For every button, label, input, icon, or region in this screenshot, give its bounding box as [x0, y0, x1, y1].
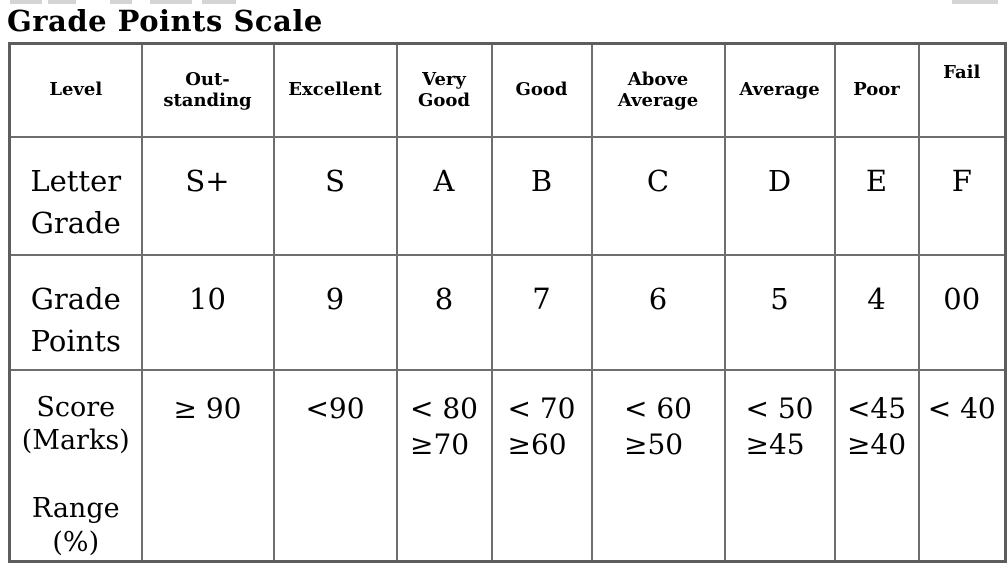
grade-points-value: 4: [833, 253, 920, 371]
header-cell-outstanding: Out- standing: [140, 42, 275, 138]
letter-grade-value: D: [723, 135, 836, 256]
header-cell-average: Average: [723, 42, 836, 138]
row-label-grade-points: Grade Points: [8, 253, 143, 371]
header-cell-level: Level: [8, 42, 143, 138]
score-range-text: < 80 ≥70: [410, 391, 478, 461]
score-range-text: < 70 ≥60: [507, 391, 576, 461]
letter-grade-row: Letter Grade S+ S A B C D E F: [8, 135, 1007, 256]
scan-artifact: [48, 0, 76, 4]
scan-artifact: [202, 0, 236, 4]
row-label-letter-grade: Letter Grade: [8, 135, 143, 256]
grade-points-value: 00: [917, 253, 1007, 371]
letter-grade-value: F: [917, 135, 1007, 256]
score-range-row: Score (Marks) Range (%) ≥ 90 <90 < 80 ≥7…: [8, 368, 1007, 563]
header-cell-excellent: Excellent: [272, 42, 398, 138]
grade-points-value: 5: [723, 253, 836, 371]
scan-artifact: [110, 0, 132, 4]
header-cell-fail: Fail: [917, 42, 1007, 138]
grade-points-value: 7: [490, 253, 593, 371]
letter-grade-value: C: [590, 135, 726, 256]
grade-points-table: Level Out- standing Excellent Very Good …: [8, 42, 1007, 563]
score-range-value: <90: [272, 368, 398, 563]
header-cell-very-good: Very Good: [395, 42, 493, 138]
score-range-value: < 40: [917, 368, 1007, 563]
score-range-text: ≥ 90: [173, 391, 242, 425]
header-row: Level Out- standing Excellent Very Good …: [8, 42, 1007, 138]
scan-artifact: [10, 0, 42, 4]
grade-points-value: 6: [590, 253, 726, 371]
score-range-text: < 50 ≥45: [745, 391, 814, 461]
score-range-text: <45 ≥40: [846, 391, 907, 461]
score-range-value: <45 ≥40: [833, 368, 920, 563]
score-range-text: < 40: [927, 391, 996, 425]
letter-grade-value: E: [833, 135, 920, 256]
letter-grade-value: S: [272, 135, 398, 256]
scan-artifact: [150, 0, 192, 4]
score-range-text: < 60 ≥50: [624, 391, 692, 461]
page-title: Grade Points Scale: [7, 4, 323, 38]
grade-points-row: Grade Points 10 9 8 7 6 5 4 00: [8, 253, 1007, 371]
letter-grade-value: B: [490, 135, 593, 256]
letter-grade-value: S+: [140, 135, 275, 256]
row-label-score-range: Score (Marks) Range (%): [8, 368, 143, 563]
letter-grade-value: A: [395, 135, 493, 256]
score-range-value: ≥ 90: [140, 368, 275, 563]
scan-artifact: [952, 0, 998, 4]
score-range-value: < 80 ≥70: [395, 368, 493, 563]
score-range-value: < 60 ≥50: [590, 368, 726, 563]
header-cell-good: Good: [490, 42, 593, 138]
header-cell-poor: Poor: [833, 42, 920, 138]
score-range-value: < 70 ≥60: [490, 368, 593, 563]
score-range-value: < 50 ≥45: [723, 368, 836, 563]
grade-points-value: 9: [272, 253, 398, 371]
score-range-text: <90: [305, 391, 365, 425]
grade-points-value: 8: [395, 253, 493, 371]
grade-points-value: 10: [140, 253, 275, 371]
header-cell-above-average: Above Average: [590, 42, 726, 138]
